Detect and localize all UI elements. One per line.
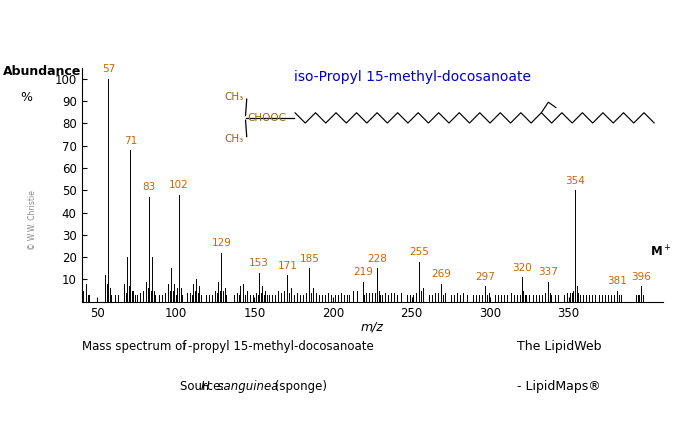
Text: 129: 129	[211, 238, 231, 248]
Text: 102: 102	[169, 180, 189, 190]
Text: The LipidWeb: The LipidWeb	[517, 340, 601, 353]
Text: Mass spectrum of: Mass spectrum of	[82, 340, 190, 353]
Text: %: %	[20, 91, 33, 103]
Text: 337: 337	[539, 267, 558, 277]
Text: Abundance: Abundance	[3, 65, 82, 78]
Text: 228: 228	[367, 254, 387, 264]
Text: CHOOC: CHOOC	[248, 113, 286, 123]
Text: 354: 354	[565, 176, 585, 186]
Text: 381: 381	[607, 276, 628, 286]
Text: © W.W. Christie: © W.W. Christie	[28, 190, 37, 250]
Text: - LipidMaps®: - LipidMaps®	[517, 380, 600, 393]
Text: (sponge): (sponge)	[271, 380, 326, 393]
Text: 71: 71	[124, 135, 137, 146]
Text: CH₃: CH₃	[224, 134, 243, 144]
Text: i: i	[182, 340, 186, 353]
Text: 320: 320	[512, 263, 532, 273]
Text: 255: 255	[409, 247, 429, 257]
Text: 269: 269	[432, 269, 452, 279]
Text: M$^+$: M$^+$	[651, 244, 672, 260]
Text: -propyl 15-methyl-docosanoate: -propyl 15-methyl-docosanoate	[188, 340, 374, 353]
Text: iso-Propyl 15-methyl-docosanoate: iso-Propyl 15-methyl-docosanoate	[294, 70, 532, 84]
Text: 57: 57	[102, 64, 115, 74]
Text: CH₃: CH₃	[224, 92, 243, 102]
Text: 219: 219	[353, 267, 373, 277]
Text: 83: 83	[143, 182, 156, 192]
Text: Source:: Source:	[180, 380, 228, 393]
X-axis label: m/z: m/z	[361, 321, 384, 334]
Text: H. sanguinea: H. sanguinea	[201, 380, 278, 393]
Text: 171: 171	[277, 260, 297, 271]
Text: 396: 396	[631, 272, 651, 281]
Text: 297: 297	[475, 272, 495, 281]
Text: 153: 153	[250, 258, 269, 268]
Text: 185: 185	[299, 254, 320, 264]
